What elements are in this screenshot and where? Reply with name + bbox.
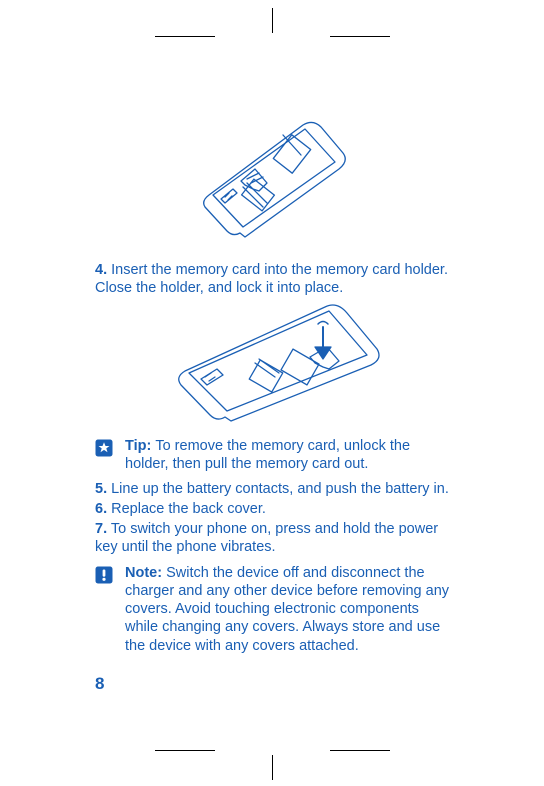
step-4-num: 4. [95,262,107,278]
step-5: 5. Line up the battery contacts, and pus… [95,480,455,498]
page-number: 8 [95,673,455,694]
step-4: 4. Insert the memory card into the memor… [95,261,455,297]
step-7-text: To switch your phone on, press and hold … [95,521,438,555]
star-icon [95,439,113,457]
note-lead: Note: [125,565,166,581]
diagram-lock-holder [155,299,395,429]
note-body: Note: Switch the device off and disconne… [125,564,455,655]
tip-body: Tip: To remove the memory card, unlock t… [125,437,455,473]
step-5-num: 5. [95,481,107,497]
tip-lead: Tip: [125,438,155,454]
step-6: 6. Replace the back cover. [95,500,455,518]
tip-text: To remove the memory card, unlock the ho… [125,438,410,472]
step-5-text: Line up the battery contacts, and push t… [107,481,449,497]
page-content: 4. Insert the memory card into the memor… [95,115,455,694]
note-callout: Note: Switch the device off and disconne… [95,564,455,655]
diagram-insert-card [185,115,365,255]
step-7-num: 7. [95,521,107,537]
step-6-text: Replace the back cover. [107,501,266,517]
step-6-num: 6. [95,501,107,517]
tip-callout: Tip: To remove the memory card, unlock t… [95,437,455,473]
step-7: 7. To switch your phone on, press and ho… [95,520,455,556]
step-4-text: Insert the memory card into the memory c… [95,262,448,296]
exclamation-icon [95,566,113,584]
note-text: Switch the device off and disconnect the… [125,565,449,654]
